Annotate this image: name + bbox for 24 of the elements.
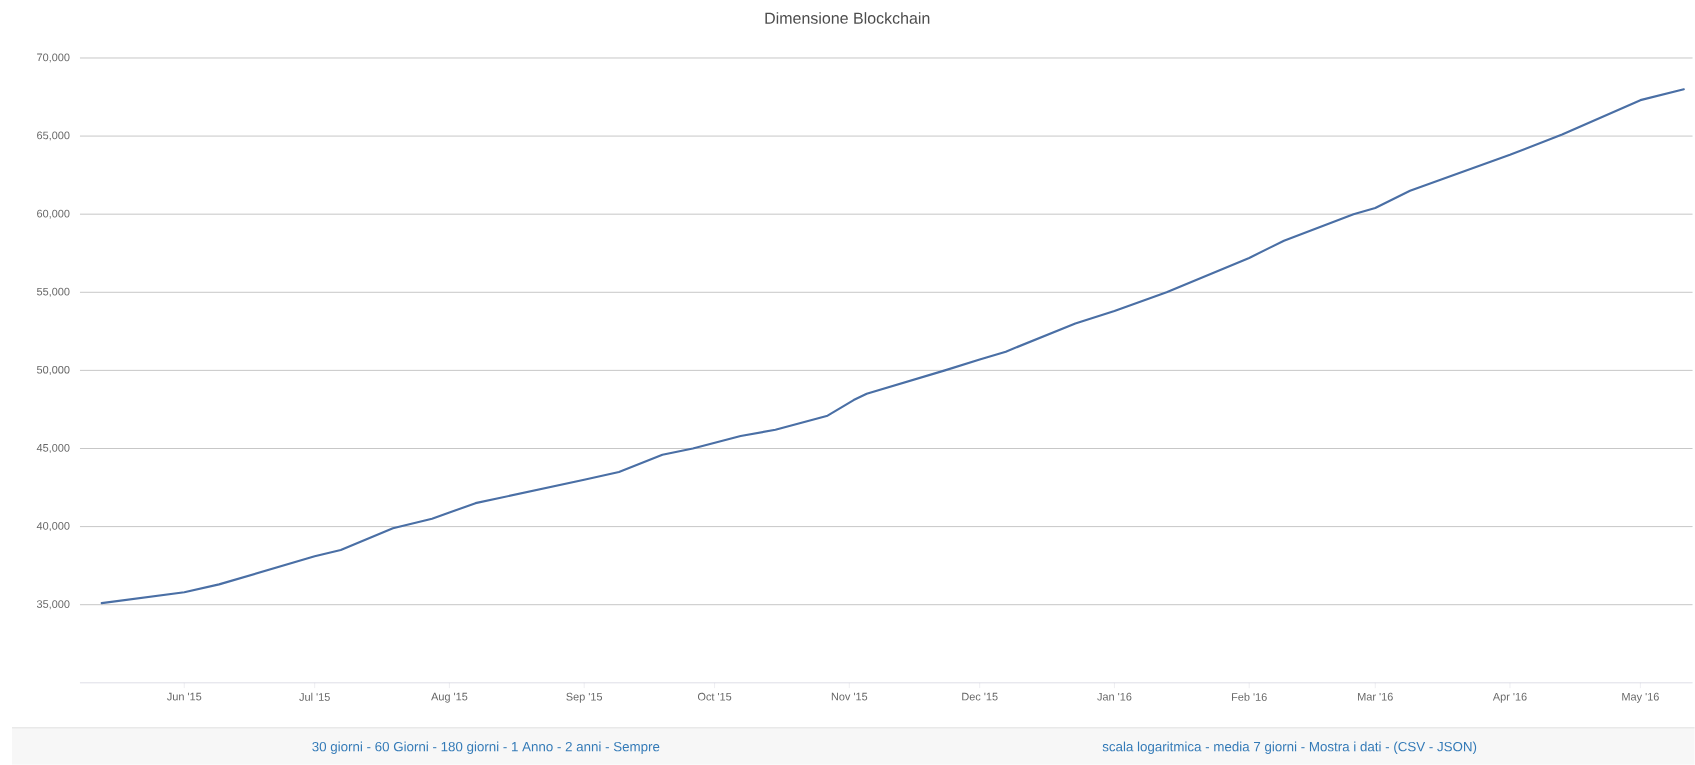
x-tick-label: Oct '15 <box>697 692 732 701</box>
y-tick-label: 35,000 <box>36 600 70 610</box>
x-tick-label: Apr '16 <box>1492 692 1527 703</box>
x-tick-label: May '16 <box>1622 692 1659 703</box>
y-tick-label: 55,000 <box>36 287 70 297</box>
y-tick-label: 50,000 <box>36 365 70 376</box>
x-tick-label: Jul '15 <box>299 692 330 701</box>
text: 30 giorni - 60 Giorni - 180 giorni - 1 Anno - 2 anni - Sempre <box>312 741 660 755</box>
x-tick-label: Aug '15 <box>431 692 468 703</box>
x-tick-label: Sep '15 <box>566 692 603 703</box>
line-series <box>100 88 1685 605</box>
y-tick-label: 45,000 <box>36 444 70 454</box>
x-tick-label: Feb '16 <box>1232 692 1267 701</box>
y-tick-label: 70,000 <box>37 53 70 63</box>
x-tick-label: Jun '15 <box>167 692 202 701</box>
chart-title: Dimensione Blockchain <box>765 12 930 24</box>
x-tick-label: Mar '16 <box>1358 692 1393 701</box>
y-tick-label: 40,000 <box>36 522 70 532</box>
x-tick-label: Dec '15 <box>962 692 998 701</box>
y-tick-label: 65,000 <box>37 131 70 141</box>
text: scala logaritmica - media 7 giorni - Mostra i dati - (CSV - JSON) <box>1102 741 1477 755</box>
x-tick-label: Nov '15 <box>831 692 868 701</box>
x-tick-label: Jan '16 <box>1097 692 1132 701</box>
y-tick-label: 60,000 <box>37 209 70 219</box>
